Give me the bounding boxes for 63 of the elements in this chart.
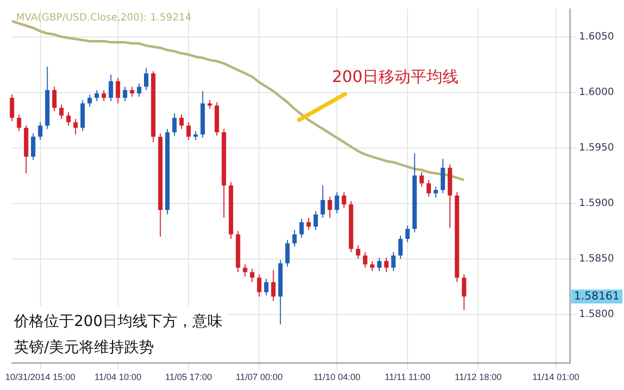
candlestick	[136, 82, 142, 98]
candlestick	[405, 225, 410, 243]
candlestick	[186, 122, 191, 141]
x-tick-label: 11/04 10:00	[94, 372, 142, 382]
candlestick	[66, 112, 71, 126]
candlestick	[306, 217, 311, 230]
y-tick-label: 1.6050	[579, 31, 614, 42]
candlestick	[271, 269, 276, 302]
candlestick	[108, 74, 114, 102]
candlestick	[52, 86, 57, 112]
candlestick	[73, 118, 78, 135]
candlestick	[130, 86, 134, 98]
x-tick-label: 11/10 04:00	[313, 372, 360, 382]
annotation: 200日移动平均线	[332, 67, 459, 86]
candlestick	[384, 257, 389, 273]
candlestick	[462, 274, 466, 310]
candlestick	[299, 218, 304, 238]
candlestick	[38, 122, 42, 141]
candlestick	[292, 229, 297, 248]
candlestick	[320, 185, 325, 218]
candlestick	[122, 86, 128, 102]
candlestick	[434, 186, 438, 198]
candlestick	[440, 158, 446, 194]
x-tick-label: 11/14 01:00	[532, 372, 580, 382]
candlestick	[356, 245, 360, 260]
annotation: 价格位于200日均线下方，意味	[14, 311, 223, 332]
candlestick	[391, 252, 396, 272]
candlestick	[419, 172, 424, 188]
candlestick	[31, 132, 36, 161]
candlestick	[242, 264, 248, 278]
x-tick-label: 10/31/2014 15:00	[5, 372, 76, 382]
y-tick-label: 1.5850	[579, 253, 614, 264]
x-tick-label: 11/05 17:00	[165, 372, 212, 382]
y-tick-label: 1.5800	[579, 308, 614, 320]
candlestick	[102, 90, 106, 102]
candlestick	[250, 268, 254, 283]
series-label: MVA(GBP/USD.Close,200): 1.59214	[16, 12, 192, 24]
candlestick	[370, 260, 374, 272]
candlestick	[285, 239, 290, 268]
candlestick	[362, 252, 368, 268]
candlestick	[264, 278, 268, 296]
candlestick	[328, 196, 332, 218]
y-tick-label: 1.5950	[579, 142, 614, 154]
candlestick	[257, 274, 262, 298]
candlestick	[426, 179, 431, 198]
candlestick	[342, 192, 346, 208]
y-tick-label: 1.6000	[579, 86, 614, 98]
x-tick-label: 11/07 00:00	[236, 372, 283, 382]
y-tick-label: 1.5900	[579, 198, 614, 209]
candlestick	[314, 210, 318, 230]
candlestick	[16, 114, 22, 132]
candlestick	[88, 94, 92, 108]
candlestick	[398, 235, 403, 260]
candlestick	[94, 90, 99, 102]
candlestick	[144, 67, 148, 91]
candlestick	[334, 192, 340, 214]
text: 1.58161	[574, 289, 620, 302]
x-tick-label: 11/11 11:00	[384, 372, 430, 382]
candlestick	[116, 77, 120, 104]
annotation: 英镑/美元将维持跌势	[14, 337, 156, 358]
candlestick	[377, 257, 382, 272]
candlestick	[10, 94, 14, 122]
x-tick-label: 11/12 18:00	[454, 372, 502, 382]
